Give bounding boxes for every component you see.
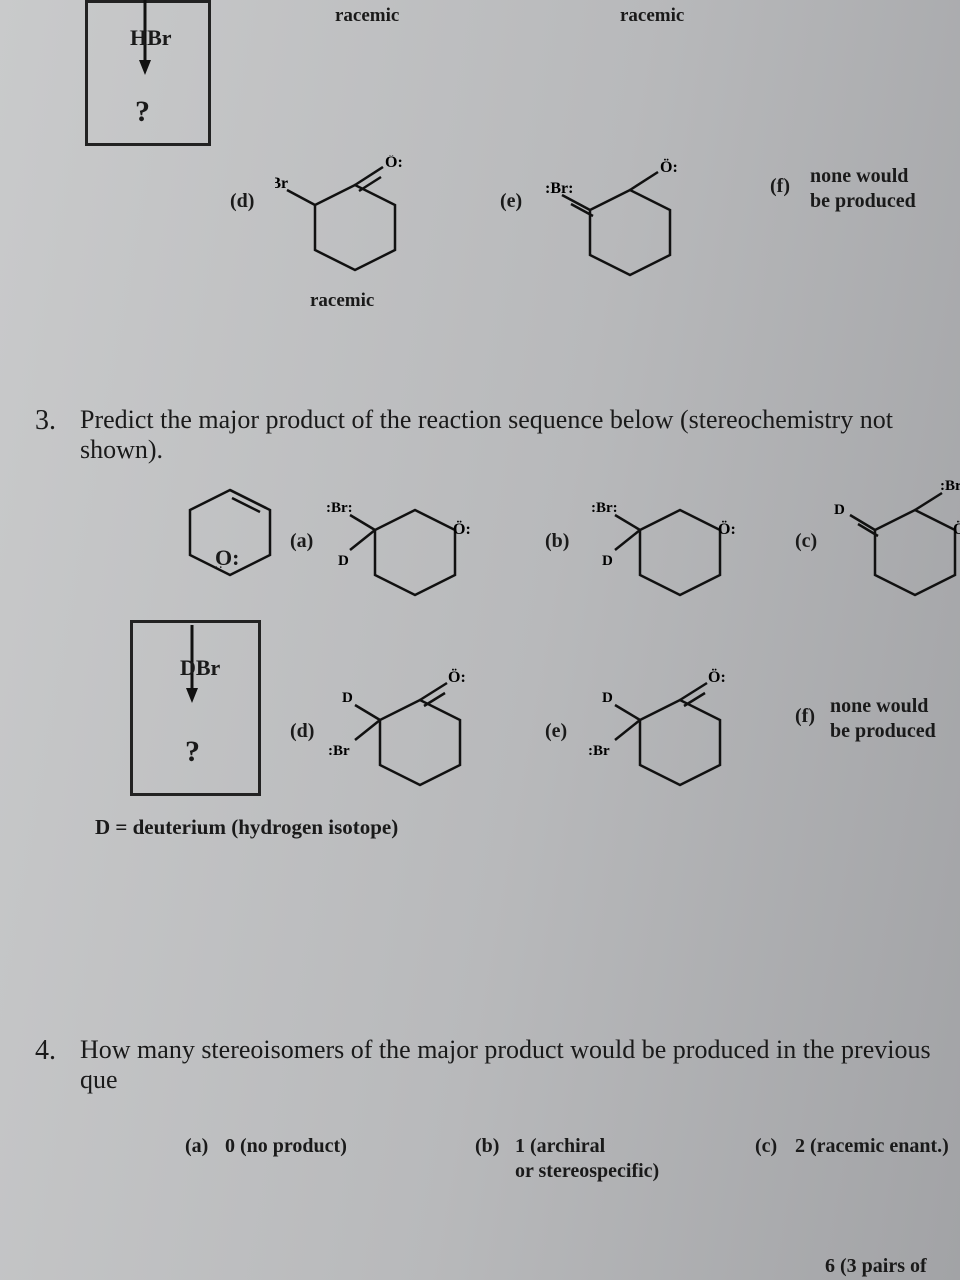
q2-opt-f-t2: be produced [810, 190, 916, 213]
q3-opt-f-t2: be produced [830, 720, 936, 743]
q4-b-text1: 1 (archiral [515, 1135, 605, 1158]
q2-racemic-right: racemic [620, 5, 684, 27]
q3-num-text: 3. [35, 405, 56, 436]
q3-text: Predict the major product of the reactio… [80, 405, 893, 464]
q2-qmark: ? [135, 95, 150, 129]
q2-opt-d: (d) [230, 190, 254, 213]
svg-text:Ö:: Ö: [718, 520, 736, 538]
q4-text-wrap: How many stereoisomers of the major prod… [80, 1035, 960, 1095]
svg-text:Ö:: Ö: [385, 155, 403, 171]
q2-racemic-d: racemic [310, 290, 374, 312]
q3-deut: D = deuterium (hydrogen isotope) [95, 815, 398, 840]
q3-opt-e: (e) [545, 720, 567, 743]
q3-struct-b: :Br: D Ö: [580, 470, 740, 620]
q4-opt-c: (c) [755, 1135, 777, 1158]
q3-struct-c: :Br: D Ö: [820, 470, 960, 620]
q3-opt-a: (a) [290, 530, 313, 553]
q4-text: How many stereoisomers of the major prod… [80, 1035, 931, 1094]
q4-opt-b: (b) [475, 1135, 499, 1158]
q4-num: 4. [35, 1035, 56, 1067]
svg-text:D: D [834, 502, 845, 518]
svg-text::Br: :Br [328, 743, 350, 759]
q4-a-text: 0 (no product) [225, 1135, 347, 1158]
svg-text::Br: :Br [588, 743, 610, 759]
page: HBr ? racemic racemic (d) Ö: :Br racemic… [0, 0, 960, 1280]
q2-struct-d: Ö: :Br [275, 155, 415, 305]
q3-opt-d: (d) [290, 720, 314, 743]
q3-struct-d: Ö: D :Br [320, 660, 480, 810]
svg-text::Br:: :Br: [591, 500, 618, 516]
q4-b-text2: or stereospecific) [515, 1160, 659, 1183]
q4-num-text: 4. [35, 1035, 56, 1066]
q3-opt-f-t1: none would [830, 695, 928, 718]
svg-text:D: D [342, 690, 353, 706]
q2-struct-e: :Br: Ö: [545, 155, 695, 305]
svg-text::Br:: :Br: [940, 478, 960, 494]
svg-text:D: D [602, 553, 613, 569]
q3-text-wrap: Predict the major product of the reactio… [80, 405, 950, 465]
q3-num: 3. [35, 405, 56, 437]
svg-text::Br: :Br [275, 175, 288, 192]
q3-struct-a: :Br: D Ö: [320, 470, 470, 620]
q3-start-struct [150, 465, 290, 605]
svg-text::Br:: :Br: [326, 500, 353, 516]
q3-o-dots: .. [215, 560, 224, 571]
q4-opt-a: (a) [185, 1135, 208, 1158]
q2-reagent: HBr [130, 25, 172, 51]
q4-partial: 6 (3 pairs of [825, 1255, 927, 1278]
q3-qmark: ? [185, 735, 200, 769]
svg-text:Ö:: Ö: [708, 668, 726, 686]
svg-text:Ö:: Ö: [448, 668, 466, 686]
q2-opt-f: (f) [770, 175, 790, 198]
q3-opt-f: (f) [795, 705, 815, 728]
svg-text:D: D [602, 690, 613, 706]
q4-c-text: 2 (racemic enant.) [795, 1135, 949, 1158]
svg-text:Ö:: Ö: [660, 158, 678, 176]
q3-reagent: DBr [180, 655, 220, 681]
svg-text::Br:: :Br: [545, 180, 573, 197]
q3-opt-b: (b) [545, 530, 569, 553]
svg-text:Ö:: Ö: [953, 520, 960, 538]
q3-struct-e: Ö: D :Br [580, 660, 740, 810]
svg-text:D: D [338, 553, 349, 569]
svg-text:Ö:: Ö: [453, 520, 470, 538]
q2-racemic-left: racemic [335, 5, 399, 27]
q2-opt-e: (e) [500, 190, 522, 213]
q2-opt-f-t1: none would [810, 165, 908, 188]
q3-opt-c: (c) [795, 530, 817, 553]
